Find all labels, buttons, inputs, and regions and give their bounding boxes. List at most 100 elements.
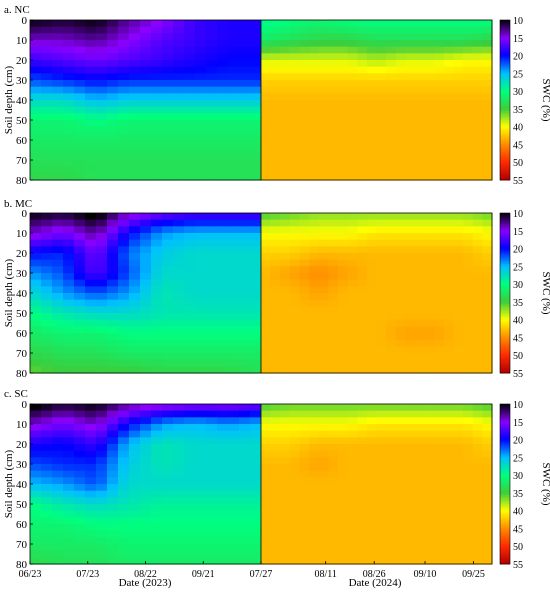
- heatmap-2023-cell: [41, 470, 53, 478]
- heatmap-2023-cell: [30, 226, 42, 234]
- colorbar-segment: [500, 319, 510, 323]
- colorbar-segment: [500, 135, 510, 139]
- heatmap-2023-cell: [162, 299, 174, 307]
- heatmap-2024-cell: [395, 326, 406, 334]
- heatmap-2024-cell: [357, 339, 368, 347]
- heatmap-2023-cell: [228, 293, 240, 301]
- heatmap-2024-cell: [309, 46, 320, 54]
- heatmap-2024-cell: [289, 417, 301, 425]
- heatmap-2024-cell: [347, 430, 358, 438]
- heatmap-2024-cell: [424, 359, 435, 367]
- heatmap-2024-cell: [443, 457, 455, 465]
- heatmap-2023-cell: [129, 333, 141, 341]
- heatmap-2024-cell: [453, 524, 464, 532]
- heatmap-2023-cell: [52, 346, 64, 354]
- heatmap-2023-cell: [118, 20, 130, 28]
- heatmap-2024-cell: [299, 286, 310, 294]
- heatmap-2023-cell: [74, 286, 86, 294]
- heatmap-2023-cell: [41, 113, 53, 121]
- heatmap-2024-cell: [395, 219, 406, 227]
- heatmap-2023-cell: [118, 106, 130, 114]
- heatmap-2023-cell: [228, 366, 240, 374]
- heatmap-2024-cell: [424, 450, 435, 458]
- heatmap-2024-cell: [299, 73, 310, 81]
- heatmap-2024-cell: [280, 550, 291, 558]
- heatmap-2024-cell: [261, 457, 272, 465]
- heatmap-2023-cell: [173, 106, 185, 114]
- heatmap-2024-cell: [328, 73, 339, 81]
- heatmap-2023-cell: [162, 100, 174, 108]
- heatmap-2024-cell: [261, 504, 272, 512]
- heatmap-2024-cell: [261, 313, 272, 321]
- heatmap-2024-cell: [395, 437, 406, 445]
- heatmap-2024-cell: [472, 40, 483, 48]
- colorbar-segment: [500, 140, 510, 143]
- heatmap-2023-cell: [173, 457, 185, 465]
- heatmap-2023-cell: [162, 86, 174, 94]
- heatmap-2023-cell: [52, 279, 64, 287]
- heatmap-2023-cell: [63, 226, 75, 234]
- heatmap-2023-cell: [206, 497, 218, 505]
- heatmap-2023-cell: [162, 537, 174, 545]
- heatmap-2024-cell: [270, 424, 281, 432]
- heatmap-2023-cell: [107, 359, 119, 367]
- heatmap-2024-cell: [395, 457, 406, 465]
- heatmap-2023-cell: [140, 259, 152, 267]
- heatmap-2024-cell: [386, 410, 397, 418]
- heatmap-2023-cell: [140, 524, 152, 532]
- heatmap-2023-cell: [250, 550, 262, 558]
- heatmap-2024-cell: [443, 73, 455, 81]
- colorbar-segment: [500, 217, 510, 221]
- heatmap-2024-cell: [424, 424, 435, 432]
- heatmap-2024-cell: [328, 46, 339, 54]
- heatmap-2023-cell: [228, 166, 240, 174]
- heatmap-2024-cell: [347, 550, 358, 558]
- heatmap-2023-cell: [129, 273, 141, 281]
- heatmap-2023-cell: [52, 313, 64, 321]
- heatmap-2024-cell: [463, 286, 474, 294]
- heatmap-2024-cell: [443, 80, 455, 88]
- colorbar-segment: [500, 77, 510, 81]
- heatmap-2024-cell: [318, 166, 329, 174]
- heatmap-2024-cell: [328, 273, 339, 281]
- heatmap-2023-cell: [118, 93, 130, 101]
- heatmap-2024-cell: [453, 417, 464, 425]
- heatmap-2024-cell: [453, 66, 464, 74]
- heatmap-2023-cell: [74, 133, 86, 141]
- heatmap-2024-cell: [347, 490, 358, 498]
- heatmap-2024-cell: [434, 470, 445, 478]
- heatmap-2024-cell: [289, 20, 301, 28]
- heatmap-2024-cell: [318, 306, 329, 314]
- heatmap-2023-cell: [184, 464, 196, 472]
- heatmap-2024-cell: [318, 133, 329, 141]
- colorbar-segment: [500, 359, 510, 363]
- heatmap-2024-cell: [472, 106, 483, 114]
- heatmap-2023-cell: [250, 457, 262, 465]
- colorbar-segment: [500, 80, 510, 83]
- heatmap-2023-cell: [118, 60, 130, 68]
- heatmap-2024-cell: [366, 60, 378, 68]
- colorbar-segment: [500, 28, 510, 32]
- heatmap-2023-cell: [107, 537, 119, 545]
- heatmap-2024-cell: [261, 430, 272, 438]
- heatmap-2023-cell: [129, 326, 141, 334]
- heatmap-2023-cell: [206, 120, 218, 128]
- heatmap-2024-cell: [299, 497, 310, 505]
- heatmap-2024-cell: [463, 537, 474, 545]
- heatmap-2024-cell: [395, 404, 406, 412]
- heatmap-2023-cell: [74, 490, 86, 498]
- heatmap-2024-cell: [453, 306, 464, 314]
- heatmap-2023-cell: [74, 40, 86, 48]
- colorbar-segment: [500, 237, 510, 241]
- heatmap-2024-cell: [472, 333, 483, 341]
- heatmap-2023-cell: [239, 140, 251, 148]
- heatmap-2024-cell: [424, 166, 435, 174]
- heatmap-2023-cell: [239, 153, 251, 161]
- colorbar-segment: [500, 166, 510, 170]
- heatmap-2024-cell: [318, 213, 329, 221]
- heatmap-2023-cell: [107, 213, 119, 221]
- heatmap-2023-cell: [206, 544, 218, 552]
- colorbar-segment: [500, 95, 510, 99]
- colorbar-segment: [500, 464, 510, 467]
- heatmap-2023-cell: [173, 259, 185, 267]
